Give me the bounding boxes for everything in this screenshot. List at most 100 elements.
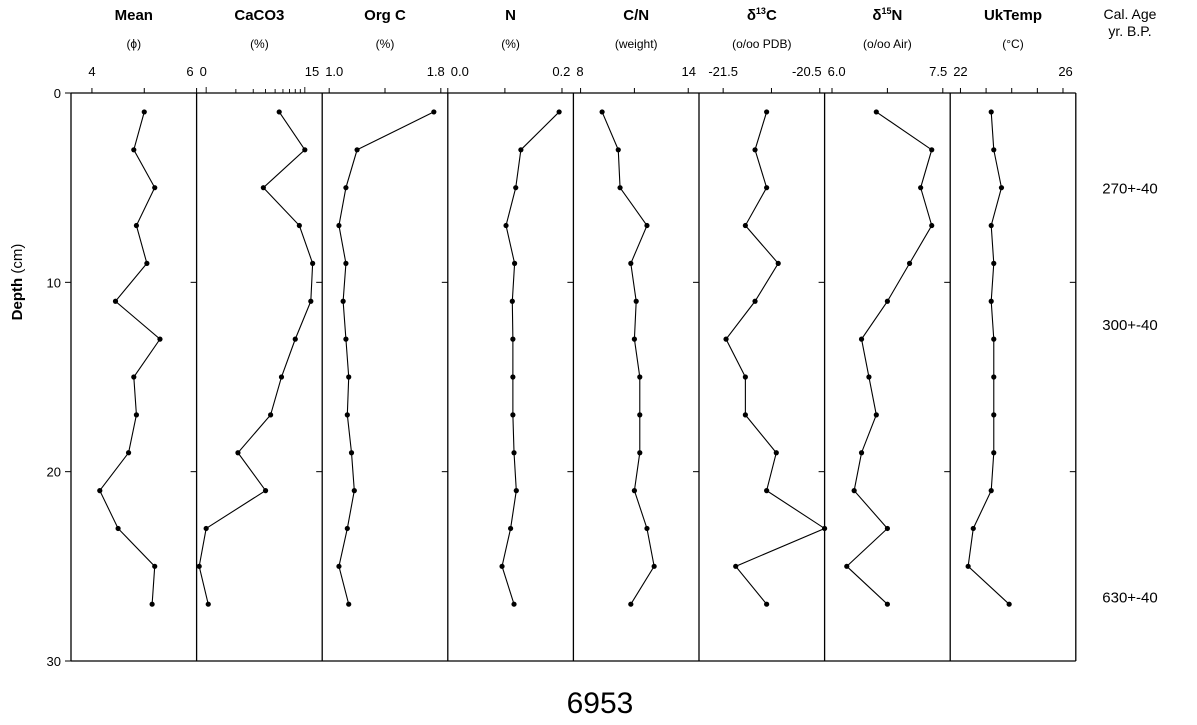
age-label-1: 270+-40 (1102, 181, 1157, 198)
panel-7-point-12 (884, 525, 891, 532)
panel-7-unit: (o/oo Air) (863, 37, 912, 51)
panel-1-point-4 (133, 222, 140, 229)
panel-4-point-7 (510, 336, 516, 342)
panel-8-point-8 (991, 374, 997, 380)
age-label-2: 300+-40 (1102, 317, 1157, 334)
depth-axis-title: Depth (cm) (9, 244, 26, 321)
panel-8-tick-label-1: 22 (953, 64, 967, 79)
panel-5-tick-label-2: 14 (682, 64, 696, 79)
panel-6-point-6 (752, 298, 758, 304)
panel-4-point-1 (556, 109, 562, 115)
panel-6-title: δ13C (747, 6, 777, 24)
age-column: Cal. Age yr. B.P. 270+-40 300+-40 630+-40 (1102, 6, 1157, 607)
panel-4-point-3 (513, 185, 519, 191)
panel-7-point-11 (851, 488, 857, 494)
panel-8-point-13 (965, 563, 971, 569)
panel-3-point-2 (354, 147, 360, 153)
depth-axis-title-unit: (cm) (9, 244, 26, 278)
panel-5-point-5 (628, 260, 634, 266)
panel-6-point-5 (775, 260, 781, 266)
panel-1-point-8 (131, 374, 137, 380)
panel-1-point-9 (133, 412, 140, 418)
panel-5-point-7 (631, 336, 638, 342)
panel-8-point-1 (988, 109, 994, 115)
panel-6-point-9 (742, 412, 748, 418)
panel-1-point-5 (144, 260, 150, 266)
age-header-line-2: yr. B.P. (1108, 23, 1151, 39)
panel-2-point-8 (278, 374, 285, 380)
panel-5-point-9 (637, 412, 643, 418)
panel-8: UkTemp (°C) 22 26 (949, 7, 1077, 661)
panel-4-point-14 (511, 601, 517, 607)
panel-2-point-9 (268, 412, 274, 418)
panel-6-point-13 (733, 563, 739, 569)
panel-4-point-2 (518, 147, 524, 153)
panel-6-point-2 (752, 147, 758, 153)
panel-1-unit: (ϕ) (126, 37, 141, 51)
panel-7-point-6 (884, 298, 891, 304)
panel-1-point-7 (157, 336, 163, 342)
panel-8-point-12 (970, 525, 976, 532)
panel-6-point-8 (742, 374, 748, 380)
panel-8-point-7 (991, 336, 997, 342)
panel-7-point-14 (884, 601, 891, 607)
panel-7-tick-label-2: 7.5 (929, 64, 947, 79)
panel-2-unit: (%) (250, 37, 269, 51)
panel-2-point-13 (196, 563, 202, 569)
panel-3-tick-label-1: 1.0 (325, 64, 343, 79)
panels-layer: Mean (ϕ) 4 6 CaCO3 (%) 0 15 Org C (%) 1.0 1.8 N (%) 0.… (70, 6, 1077, 662)
panel-4-tick-label-2: 0.2 (552, 64, 570, 79)
panel-5-series-line (601, 111, 655, 605)
panel-7-title: δ15N (872, 6, 902, 24)
panel-2-point-10 (235, 450, 241, 456)
panel-7-point-13 (844, 563, 850, 569)
panel-2-point-1 (276, 109, 282, 115)
panel-8-point-4 (988, 222, 994, 229)
panel-7-point-10 (858, 450, 865, 456)
panel-6-unit: (o/oo PDB) (732, 37, 791, 51)
panel-7-title-prefix: δ (872, 7, 881, 24)
panel-3-point-14 (346, 601, 352, 607)
panel-1-point-13 (152, 563, 158, 569)
panel-2-point-3 (260, 185, 266, 191)
panel-2-point-6 (308, 298, 314, 304)
panel-1-point-2 (131, 147, 137, 153)
depth-tick-label-4: 30 (47, 654, 61, 669)
panel-8-point-14 (1006, 601, 1012, 607)
panel-6-point-11 (764, 488, 770, 494)
panel-5-point-2 (615, 147, 621, 153)
panel-7-point-1 (873, 109, 879, 115)
panel-5: C/N (weight) 8 14 (572, 7, 699, 661)
panel-8-tick-label-2: 26 (1058, 64, 1072, 79)
panel-7: δ15N (o/oo Air) 6.0 7.5 (823, 6, 951, 661)
panel-8-title: UkTemp (984, 7, 1042, 24)
panel-4-point-10 (511, 450, 517, 456)
panel-4-point-11 (513, 488, 519, 494)
panel-6-title-suffix: C (766, 7, 777, 24)
depth-tick-label-3: 20 (47, 465, 61, 480)
panel-3-point-7 (343, 336, 349, 342)
panel-8-point-9 (991, 412, 997, 418)
panel-2-point-4 (296, 222, 302, 229)
age-label-3: 630+-40 (1102, 590, 1157, 607)
panel-8-point-5 (991, 260, 997, 266)
panel-3-point-9 (344, 412, 350, 418)
panel-5-point-4 (644, 222, 650, 229)
panel-7-point-9 (873, 412, 879, 418)
panel-5-point-13 (651, 563, 657, 569)
panel-6: δ13C (o/oo PDB) -21.5 -20.5 (698, 6, 828, 661)
panel-7-point-8 (866, 374, 872, 380)
panel-1-point-6 (112, 298, 119, 304)
panel-1-point-10 (125, 450, 132, 456)
panel-7-point-3 (918, 185, 924, 191)
panel-1-point-14 (149, 601, 155, 607)
panel-6-point-14 (764, 601, 770, 607)
panel-2-point-7 (292, 336, 298, 342)
panel-5-unit: (weight) (615, 37, 658, 51)
panel-5-point-8 (637, 374, 643, 380)
panel-6-point-10 (773, 450, 779, 456)
panel-3-point-4 (336, 222, 342, 229)
panel-3-series-line (338, 111, 435, 605)
panel-4-series-line (501, 111, 560, 605)
depth-axis: Depth (cm) 0 10 20 30 (9, 86, 71, 669)
